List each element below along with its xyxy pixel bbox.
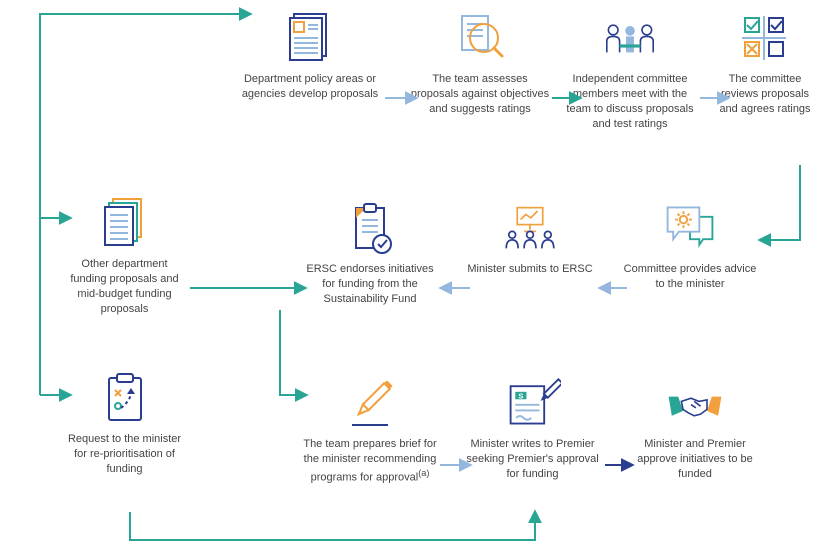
node-other-label: Other department funding proposals and m… bbox=[62, 257, 187, 316]
node-request: Request to the minister for re-prioritis… bbox=[62, 370, 187, 477]
node-advice: Committee provides advice to the ministe… bbox=[620, 200, 760, 292]
svg-text:S: S bbox=[518, 391, 523, 400]
node-assess: The team assesses proposals against obje… bbox=[410, 10, 550, 117]
node-brief-label: The team prepares brief for the minister… bbox=[300, 437, 440, 485]
a-dept-in bbox=[40, 14, 250, 40]
approve-doc-icon: S bbox=[505, 375, 561, 431]
pencil-write-icon bbox=[342, 375, 398, 431]
node-assess-label: The team assesses proposals against obje… bbox=[410, 72, 550, 117]
node-submits-label: Minister submits to ERSC bbox=[465, 262, 595, 277]
node-advice-label: Committee provides advice to the ministe… bbox=[620, 262, 760, 292]
node-brief-note: (a) bbox=[418, 468, 429, 478]
meeting-icon bbox=[602, 10, 658, 66]
node-dept: Department policy areas or agencies deve… bbox=[240, 10, 380, 102]
clipboard-check-icon bbox=[342, 200, 398, 256]
node-writes-label: Minister writes to Premier seeking Premi… bbox=[465, 437, 600, 482]
node-approve-label: Minister and Premier approve initiatives… bbox=[625, 437, 765, 482]
node-review: The committee reviews proposals and agre… bbox=[715, 10, 815, 117]
node-ersc-label: ERSC endorses initiatives for funding fr… bbox=[300, 262, 440, 307]
node-request-label: Request to the minister for re-prioritis… bbox=[62, 432, 187, 477]
clipboard-plan-icon bbox=[97, 370, 153, 426]
node-indep-label: Independent committee members meet with … bbox=[565, 72, 695, 131]
node-submits: Minister submits to ERSC bbox=[465, 200, 595, 277]
document-icon bbox=[282, 10, 338, 66]
node-review-label: The committee reviews proposals and agre… bbox=[715, 72, 815, 117]
node-approve: Minister and Premier approve initiatives… bbox=[625, 375, 765, 482]
node-indep: Independent committee members meet with … bbox=[565, 10, 695, 131]
node-ersc: ERSC endorses initiatives for funding fr… bbox=[300, 200, 440, 307]
node-dept-label: Department policy areas or agencies deve… bbox=[240, 72, 380, 102]
node-brief: The team prepares brief for the minister… bbox=[300, 375, 440, 485]
a-request-writes bbox=[130, 512, 535, 540]
documents-stack-icon bbox=[97, 195, 153, 251]
magnify-doc-icon bbox=[452, 10, 508, 66]
checkbox-grid-icon bbox=[737, 10, 793, 66]
chat-gear-icon bbox=[662, 200, 718, 256]
node-other: Other department funding proposals and m… bbox=[62, 195, 187, 316]
node-writes: S Minister writes to Premier seeking Pre… bbox=[465, 375, 600, 482]
node-brief-text: The team prepares brief for the minister… bbox=[303, 438, 436, 483]
handshake-icon bbox=[667, 375, 723, 431]
a-review-advice bbox=[760, 165, 800, 240]
presentation-icon bbox=[502, 200, 558, 256]
